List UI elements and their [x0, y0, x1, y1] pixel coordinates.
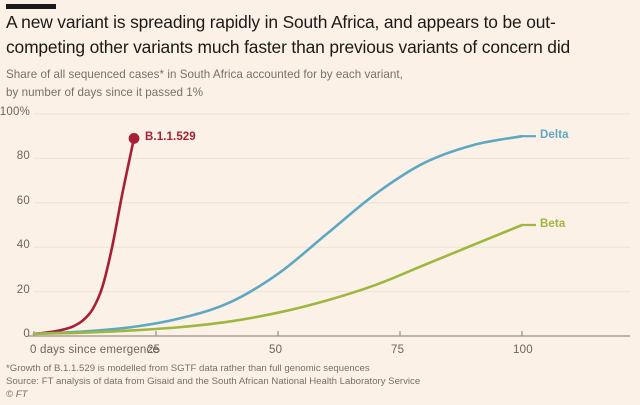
- y-tick-100: 100%: [0, 106, 30, 118]
- y-tick-60: 60: [16, 194, 30, 207]
- chart-svg: [28, 113, 630, 337]
- ft-rule: [6, 4, 56, 9]
- series-line-beta: [32, 223, 524, 336]
- plot-area: [0, 104, 640, 356]
- b11529-endpoint-dot: [128, 133, 140, 144]
- series-label-b11529: B.1.1.529: [145, 130, 196, 143]
- y-tick-80: 80: [16, 150, 30, 163]
- x-tick-100: 100: [513, 344, 533, 356]
- series-line-b11529: [32, 137, 136, 336]
- page-title: A new variant is spreading rapidly in So…: [6, 12, 571, 57]
- x-tick-0: 0 days since emergence: [30, 344, 160, 356]
- x-tick-50: 50: [269, 344, 283, 356]
- x-tick-75: 75: [391, 344, 405, 356]
- footnotes: *Growth of B.1.1.529 is modelled from SG…: [6, 362, 634, 402]
- chart-subtitle: Share of all sequenced cases* in South A…: [6, 66, 626, 101]
- label-leader-lines: [522, 135, 536, 227]
- footnote-copyright: © FT: [6, 389, 28, 401]
- y-tick-40: 40: [16, 239, 30, 252]
- y-tick-0: 0: [23, 328, 30, 340]
- subtitle-line-2: by number of days since it passed 1%: [6, 85, 204, 99]
- y-tick-20: 20: [16, 283, 30, 296]
- subtitle-line-1: Share of all sequenced cases* in South A…: [6, 68, 403, 81]
- footnote-note: *Growth of B.1.1.529 is modelled from SG…: [6, 363, 370, 374]
- x-tick-25: 25: [147, 344, 161, 356]
- series-label-beta: Beta: [540, 217, 566, 230]
- gridlines: [34, 113, 630, 293]
- footnote-source: Source: FT analysis of data from Gisaid …: [6, 376, 421, 388]
- series-markers: [128, 133, 140, 144]
- series-curves: [32, 134, 524, 336]
- series-label-delta: Delta: [540, 128, 569, 141]
- series-line-delta: [32, 134, 524, 336]
